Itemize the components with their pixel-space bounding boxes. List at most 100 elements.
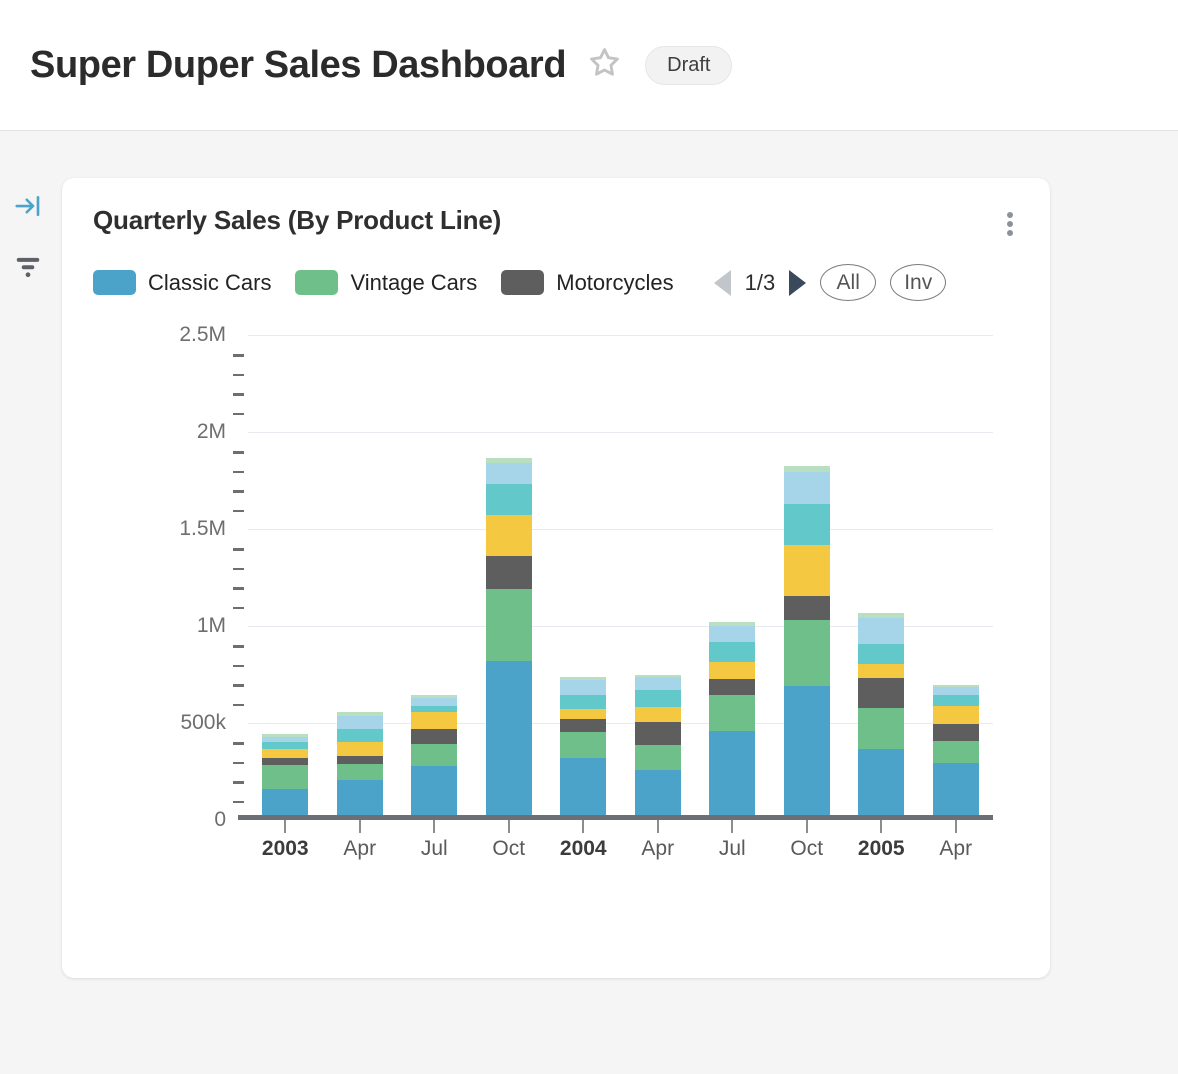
bar-segment[interactable] <box>411 728 458 745</box>
select-all-button[interactable]: All <box>820 264 877 301</box>
legend-label: Classic Cars <box>148 269 272 295</box>
bar-segment[interactable] <box>485 458 532 464</box>
bar-stack[interactable] <box>411 694 458 820</box>
bar-stack[interactable] <box>336 712 383 820</box>
bar-segment[interactable] <box>262 788 309 820</box>
bar-stack[interactable] <box>485 458 532 820</box>
bar-segment[interactable] <box>858 663 905 679</box>
bar-segment[interactable] <box>485 589 532 661</box>
y-axis-minor-tick <box>233 781 244 784</box>
bar-segment[interactable] <box>560 680 607 695</box>
bar-stack[interactable] <box>262 733 309 820</box>
bar-segment[interactable] <box>411 744 458 766</box>
star-icon[interactable] <box>588 46 621 84</box>
bar-stack[interactable] <box>858 613 905 820</box>
bar-segment[interactable] <box>932 694 979 706</box>
legend-item-motorcycles[interactable]: Motorcycles <box>501 270 674 296</box>
bar-segment[interactable] <box>858 643 905 664</box>
x-axis-tick <box>656 820 659 833</box>
bar-segment[interactable] <box>336 712 383 717</box>
bar-segment[interactable] <box>858 707 905 750</box>
filter-funnel-icon[interactable] <box>11 249 45 283</box>
bar-stack[interactable] <box>932 685 979 820</box>
bar-segment[interactable] <box>634 674 681 678</box>
bar-segment[interactable] <box>634 690 681 707</box>
collapse-panel-icon[interactable] <box>11 189 45 223</box>
bar-segment[interactable] <box>262 749 309 758</box>
bar-segment[interactable] <box>783 620 830 687</box>
status-badge[interactable]: Draft <box>645 45 733 85</box>
bar-segment[interactable] <box>262 764 309 789</box>
triangle-right-icon[interactable] <box>789 269 807 296</box>
bar-segment[interactable] <box>485 484 532 515</box>
bar-segment[interactable] <box>485 514 532 557</box>
bar-segment[interactable] <box>411 765 458 820</box>
bar-segment[interactable] <box>783 503 830 545</box>
invert-selection-button[interactable]: Inv <box>890 264 947 301</box>
bar-stack[interactable] <box>634 674 681 820</box>
bar-segment[interactable] <box>336 742 383 757</box>
bar-segment[interactable] <box>634 745 681 770</box>
bar-segment[interactable] <box>858 749 905 820</box>
bar-segment[interactable] <box>783 595 830 621</box>
bar-segment[interactable] <box>709 626 756 642</box>
bar-segment[interactable] <box>411 705 458 713</box>
bar-segment[interactable] <box>932 724 979 742</box>
bar-segment[interactable] <box>858 618 905 644</box>
bar-segment[interactable] <box>560 757 607 820</box>
left-rail <box>0 131 56 1074</box>
bar-segment[interactable] <box>932 705 979 724</box>
bar-segment[interactable] <box>932 685 979 688</box>
bar-stack[interactable] <box>709 622 756 820</box>
bar-segment[interactable] <box>709 661 756 680</box>
legend-item-vintage-cars[interactable]: Vintage Cars <box>295 270 477 296</box>
bar-segment[interactable] <box>634 677 681 691</box>
bar-segment[interactable] <box>634 706 681 723</box>
bar-segment[interactable] <box>485 556 532 590</box>
bar-segment[interactable] <box>262 733 309 737</box>
bar-segment[interactable] <box>709 694 756 731</box>
bar-segment[interactable] <box>634 769 681 820</box>
bar-segment[interactable] <box>858 678 905 708</box>
chart-legend: Classic Cars Vintage Cars Motorcycles 1/… <box>93 264 1021 301</box>
bar-segment[interactable] <box>560 731 607 758</box>
bar-segment[interactable] <box>485 660 532 820</box>
bar-segment[interactable] <box>336 756 383 764</box>
bar-segment[interactable] <box>783 686 830 820</box>
bar-segment[interactable] <box>411 697 458 706</box>
bar-segment[interactable] <box>783 544 830 596</box>
bar-segment[interactable] <box>932 762 979 820</box>
x-axis-tick <box>582 820 585 833</box>
bar-segment[interactable] <box>560 708 607 720</box>
bar-segment[interactable] <box>411 712 458 729</box>
bar-segment[interactable] <box>709 641 756 662</box>
bar-segment[interactable] <box>560 677 607 681</box>
legend-item-classic-cars[interactable]: Classic Cars <box>93 270 271 296</box>
y-axis-tick-label: 1.5M <box>179 517 226 540</box>
bar-segment[interactable] <box>932 741 979 763</box>
bar-segment[interactable] <box>783 466 830 472</box>
bar-segment[interactable] <box>560 719 607 732</box>
bar-segment[interactable] <box>709 679 756 695</box>
bar-segment[interactable] <box>336 716 383 729</box>
triangle-left-icon[interactable] <box>713 269 731 296</box>
bar-segment[interactable] <box>709 622 756 627</box>
bar-segment[interactable] <box>858 613 905 619</box>
bar-segment[interactable] <box>411 694 458 698</box>
bar-segment[interactable] <box>485 463 532 485</box>
bar-stack[interactable] <box>560 677 607 820</box>
bar-segment[interactable] <box>783 471 830 504</box>
bar-segment[interactable] <box>262 757 309 765</box>
bar-segment[interactable] <box>262 742 309 750</box>
bar-segment[interactable] <box>709 730 756 820</box>
bar-segment[interactable] <box>932 687 979 695</box>
bar-segment[interactable] <box>634 722 681 746</box>
kebab-menu-icon[interactable] <box>999 205 1021 243</box>
bar-segment[interactable] <box>336 780 383 820</box>
bar-segment[interactable] <box>262 736 309 743</box>
bar-segment[interactable] <box>336 763 383 781</box>
bar-segment[interactable] <box>560 694 607 709</box>
bar-stack[interactable] <box>783 466 830 820</box>
bar-segment[interactable] <box>336 728 383 743</box>
